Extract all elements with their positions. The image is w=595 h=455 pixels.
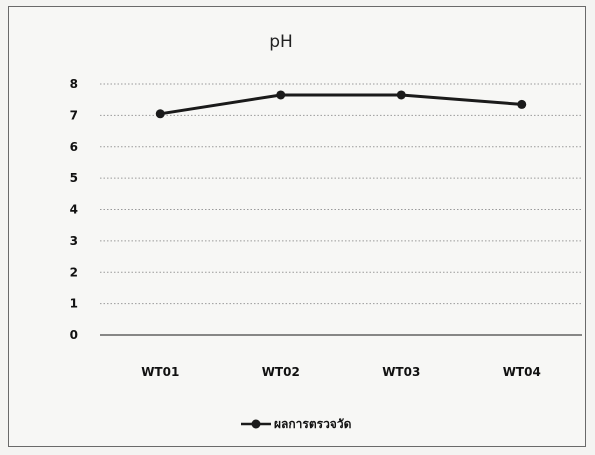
x-tick-label: WT01 <box>141 365 179 379</box>
y-tick-label: 3 <box>70 234 78 248</box>
x-axis-ticks: WT01 WT02 WT03 WT04 <box>141 365 541 379</box>
y-tick-label: 4 <box>70 203 78 217</box>
data-point <box>276 90 286 100</box>
y-tick-label: 2 <box>70 265 78 279</box>
y-tick-label: 6 <box>70 140 78 154</box>
legend: ผลการตรวจวัด <box>241 417 352 431</box>
x-tick-label: WT02 <box>262 365 300 379</box>
gridlines <box>100 83 582 336</box>
legend-marker-swatch <box>251 419 261 429</box>
series-line <box>160 93 522 116</box>
data-point <box>155 109 165 119</box>
y-axis-ticks: 0 1 2 3 4 5 6 7 8 <box>70 77 78 342</box>
data-point <box>396 90 406 100</box>
chart-title: pH <box>269 32 293 52</box>
y-tick-label: 8 <box>70 77 78 91</box>
y-tick-label: 7 <box>70 108 78 122</box>
y-tick-label: 1 <box>70 297 78 311</box>
series-layer <box>155 90 527 119</box>
y-tick-label: 0 <box>70 328 78 342</box>
x-tick-label: WT03 <box>382 365 420 379</box>
x-tick-label: WT04 <box>503 365 541 379</box>
y-tick-label: 5 <box>70 171 78 185</box>
legend-label: ผลการตรวจวัด <box>274 417 352 431</box>
data-point <box>517 99 527 109</box>
chart-frame <box>8 6 586 447</box>
